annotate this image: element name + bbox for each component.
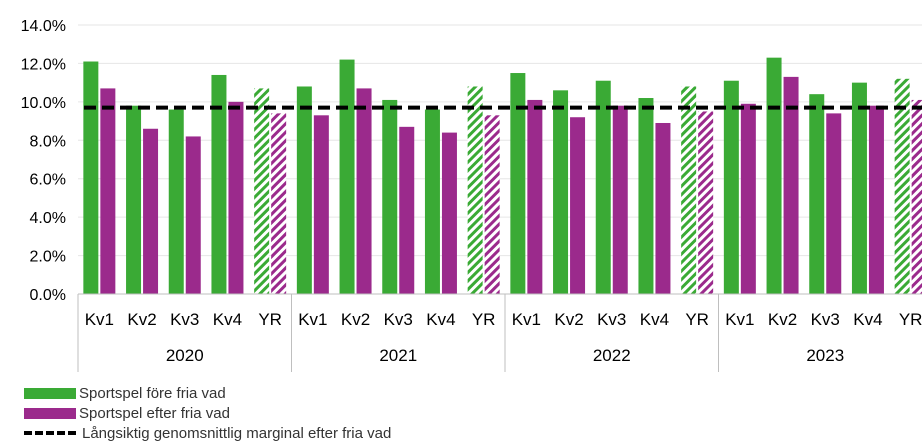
bar-before-free-bets — [510, 73, 526, 295]
bar-after-free-bets — [527, 99, 543, 294]
bar-after-free-bets — [185, 136, 201, 294]
y-tick-label: 0.0% — [30, 287, 66, 304]
x-tick-label: Kv2 — [554, 310, 583, 329]
y-tick-label: 8.0% — [30, 133, 66, 150]
x-tick-label: YR — [899, 310, 922, 329]
x-tick-label: Kv4 — [426, 310, 455, 329]
x-tick-label: Kv3 — [384, 310, 413, 329]
bar-before-free-bets — [809, 94, 825, 295]
x-tick-label: Kv1 — [298, 310, 327, 329]
bar-after-free-bets — [655, 122, 671, 294]
year-group-label: 2021 — [379, 346, 417, 365]
legend-swatch-green — [24, 387, 76, 399]
bar-before-free-bets — [553, 90, 569, 294]
y-tick-label: 6.0% — [30, 172, 66, 189]
legend-label-reference: Långsiktig genomsnittlig marginal efter … — [82, 424, 392, 442]
bar-after-free-bets — [612, 105, 628, 294]
y-tick-label: 10.0% — [21, 95, 66, 112]
bar-before-free-bets — [168, 109, 184, 295]
x-tick-label: Kv4 — [213, 310, 242, 329]
x-tick-label: YR — [258, 310, 282, 329]
x-tick-label: Kv3 — [597, 310, 626, 329]
bar-after-free-bets — [228, 101, 244, 294]
bar-after-free-bets — [356, 88, 372, 295]
x-tick-label: YR — [685, 310, 709, 329]
year-group-label: 2023 — [806, 346, 844, 365]
bar-before-free-bets — [296, 86, 312, 294]
bar-before-free-bets — [638, 98, 654, 294]
x-tick-label: Kv2 — [341, 310, 370, 329]
y-axis: 0.0% 2.0% 4.0% 6.0% 8.0% 10.0% 12.0% 14.0% — [21, 18, 66, 304]
bar-before-free-bets — [126, 105, 142, 294]
bar-after-free-bets — [143, 128, 159, 294]
x-tick-label: Kv2 — [127, 310, 156, 329]
bar-after-free-bets — [441, 132, 457, 294]
x-tick-label: Kv4 — [640, 310, 669, 329]
y-tick-label: 4.0% — [30, 210, 66, 227]
bar-before-free-bets — [681, 86, 697, 294]
x-tick-label: Kv3 — [811, 310, 840, 329]
bars — [83, 57, 922, 295]
legend-swatch-purple — [24, 407, 76, 419]
x-tick-label: Kv4 — [853, 310, 882, 329]
legend-item-before: Sportspel före fria vad — [24, 383, 391, 403]
year-group-label: 2022 — [593, 346, 631, 365]
bar-before-free-bets — [254, 88, 270, 295]
year-group-label: 2020 — [166, 346, 204, 365]
bar-after-free-bets — [783, 76, 799, 294]
bar-before-free-bets — [211, 74, 227, 294]
bar-after-free-bets — [100, 88, 116, 295]
legend-swatch-dashed — [24, 431, 76, 435]
y-tick-label: 14.0% — [21, 18, 66, 35]
bar-before-free-bets — [766, 57, 782, 294]
bar-after-free-bets — [698, 111, 714, 294]
legend-item-after: Sportspel efter fria vad — [24, 403, 391, 423]
y-tick-label: 12.0% — [21, 56, 66, 73]
bar-after-free-bets — [740, 103, 756, 295]
x-tick-label: Kv3 — [170, 310, 199, 329]
bar-chart: 0.0%2.0%4.0%6.0%8.0%10.0%12.0%14.0% Kv1 K… — [21, 18, 922, 372]
legend-label-after: Sportspel efter fria vad — [79, 404, 230, 422]
x-tick-label: Kv1 — [85, 310, 114, 329]
x-tick-label: Kv2 — [768, 310, 797, 329]
bar-before-free-bets — [83, 61, 99, 294]
bar-before-free-bets — [894, 78, 910, 294]
bar-before-free-bets — [723, 80, 739, 294]
x-axis: Kv1 Kv2 Kv3 Kv4 YR Kv1 Kv2 Kv3 Kv4 YR Kv1 Kv2 Kv3 Kv4… — [77, 293, 922, 372]
bar-before-free-bets — [467, 86, 483, 294]
bar-after-free-bets — [868, 105, 884, 294]
legend-item-reference: Långsiktig genomsnittlig marginal efter … — [24, 423, 391, 443]
bar-after-free-bets — [826, 113, 842, 294]
bar-after-free-bets — [399, 126, 415, 294]
bar-after-free-bets — [570, 117, 586, 294]
x-tick-label: YR — [472, 310, 496, 329]
y-tick-label: 2.0% — [30, 249, 66, 266]
x-tick-label: Kv1 — [725, 310, 754, 329]
legend-label-before: Sportspel före fria vad — [79, 384, 226, 402]
bar-after-free-bets — [271, 113, 287, 294]
x-tick-label: Kv1 — [512, 310, 541, 329]
bar-after-free-bets — [313, 115, 329, 294]
bar-after-free-bets — [911, 99, 922, 294]
bar-before-free-bets — [851, 82, 867, 295]
bar-before-free-bets — [424, 109, 440, 295]
legend: Sportspel före fria vad Sportspel efter … — [24, 383, 391, 443]
bar-after-free-bets — [484, 115, 500, 294]
bar-before-free-bets — [595, 80, 611, 294]
bar-before-free-bets — [339, 59, 355, 295]
bar-before-free-bets — [382, 99, 398, 294]
